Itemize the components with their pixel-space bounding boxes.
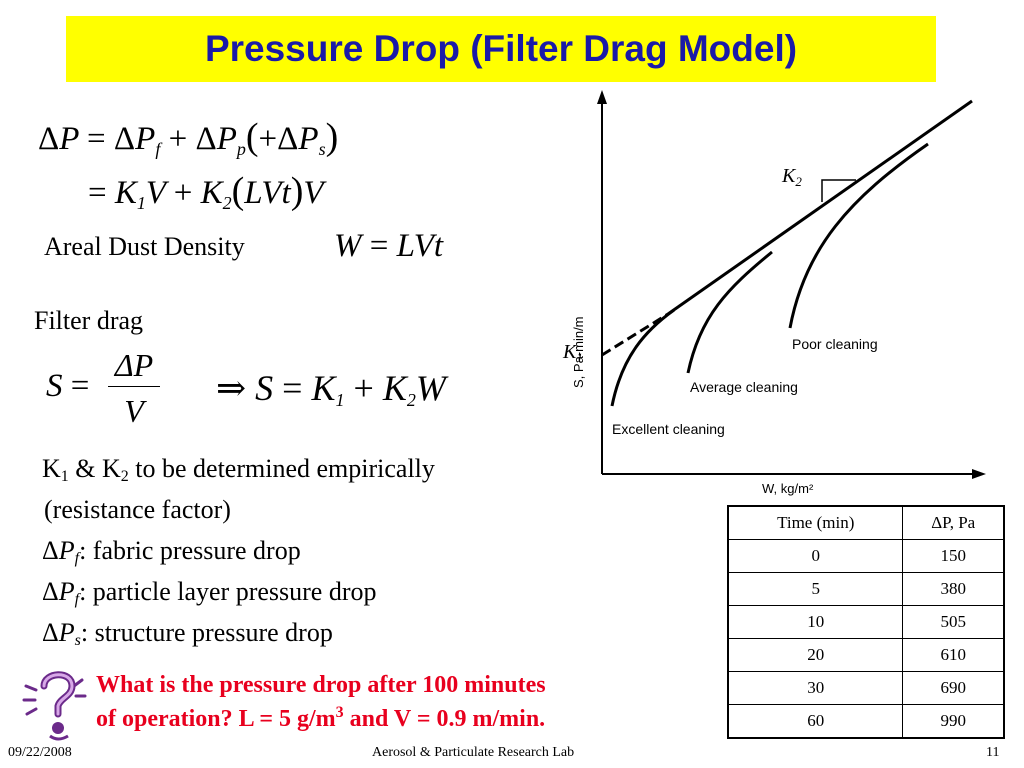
table-header-row: Time (min) ΔP, Pa <box>727 505 1005 540</box>
s-symbol: S = <box>46 368 90 404</box>
label-excellent-cleaning: Excellent cleaning <box>612 421 725 437</box>
x-axis-arrow <box>972 469 986 479</box>
fraction-denominator: V <box>124 393 144 429</box>
time-pressure-table: Time (min) ΔP, Pa 0 150 5 380 10 505 20 610 … <box>727 505 1005 739</box>
footer-lab: Aerosol & Particulate Research Lab <box>372 745 575 760</box>
question-mark-icon <box>22 671 87 741</box>
table-header-pressure: ΔP, Pa <box>902 505 1005 540</box>
question-line-2: of operation? L = 5 g/m3 and V = 0.9 m/m… <box>96 704 546 733</box>
implies-arrow: ⇒ <box>216 368 247 408</box>
k1-annotation: K1 <box>562 341 583 365</box>
table-row: 20 610 <box>727 638 1005 672</box>
table-row: 0 150 <box>727 539 1005 573</box>
title-banner: Pressure Drop (Filter Drag Model) <box>66 16 936 82</box>
note-resistance: (resistance factor) <box>44 495 231 524</box>
note-fabric: ΔPf: fabric pressure drop <box>42 536 301 567</box>
curve-average-cleaning <box>686 250 773 374</box>
areal-dust-label: Areal Dust Density <box>44 232 245 261</box>
question-text: What is the pressure drop after 100 minu… <box>96 668 546 736</box>
note-structure: ΔPs: structure pressure drop <box>42 618 333 649</box>
filter-drag-chart: S, Pa-min/m W, kg/m² K2 K1 Poor cleaning… <box>562 90 986 496</box>
curve-excellent-cleaning <box>610 308 675 407</box>
filter-drag-label: Filter drag <box>34 306 144 335</box>
k2-slope-bracket <box>821 179 856 202</box>
fraction-dp-over-v: ΔP V <box>108 346 160 429</box>
label-poor-cleaning: Poor cleaning <box>792 336 878 352</box>
equation-k-model: = K1V + K2(LVt)V <box>88 170 324 213</box>
fraction-bar <box>108 386 160 387</box>
k2-slope-line <box>667 99 973 316</box>
y-axis-arrow <box>597 90 607 104</box>
footer-date: 09/22/2008 <box>8 745 72 760</box>
question-line-1: What is the pressure drop after 100 minu… <box>96 672 546 698</box>
curve-poor-cleaning <box>788 142 929 329</box>
table-row: 10 505 <box>727 605 1005 639</box>
footer-page-number: 11 <box>986 745 1000 760</box>
equation-total-pressure: ΔP = ΔPf + ΔPp(+ΔPs) <box>38 116 339 159</box>
k2-annotation: K2 <box>781 165 802 189</box>
note-particle: ΔPf: particle layer pressure drop <box>42 577 377 608</box>
y-axis-label: S, Pa-min/m <box>571 316 586 388</box>
note-k-factors: K1 & K2 to be determined empirically <box>42 454 435 485</box>
label-average-cleaning: Average cleaning <box>690 379 798 395</box>
equation-areal-density: W = LVt <box>334 228 444 264</box>
x-axis-label: W, kg/m² <box>762 481 814 496</box>
table-row: 60 990 <box>727 704 1005 739</box>
fraction-numerator: ΔP <box>114 347 154 383</box>
k1-extrapolation-line <box>601 312 669 357</box>
equation-result: ⇒ S = K1 + K2W <box>216 368 446 410</box>
slide-title: Pressure Drop (Filter Drag Model) <box>204 28 798 69</box>
table-row: 5 380 <box>727 572 1005 606</box>
table-header-time: Time (min) <box>727 505 904 540</box>
table-row: 30 690 <box>727 671 1005 705</box>
